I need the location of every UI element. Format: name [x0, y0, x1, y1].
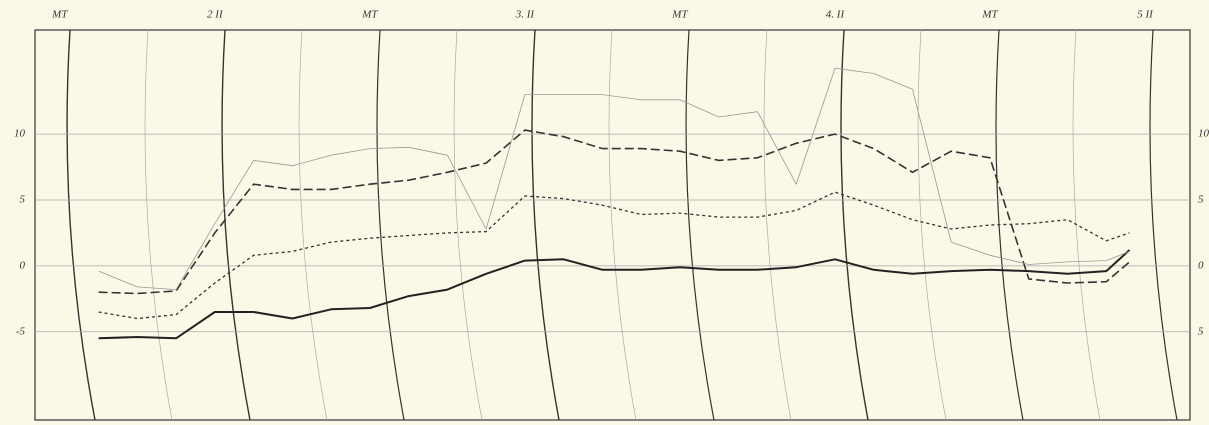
y2-tick-label: 5 [1198, 193, 1204, 205]
x-tick-label: 5 II [1137, 9, 1154, 21]
y-tick-label: 5 [20, 193, 26, 205]
time-arcs [66, 29, 1178, 421]
line-series [98, 129, 1131, 295]
x-tick-label: MT [981, 9, 998, 21]
y2-tick-label: 10 [1198, 128, 1209, 140]
x-tick-label: MT [51, 9, 68, 21]
y2-tick-label: 0 [1198, 259, 1204, 271]
line-series [98, 191, 1130, 320]
y-tick-label: 10 [14, 128, 26, 140]
line-series [98, 67, 1130, 290]
y-tick-label: 0 [20, 259, 26, 271]
y-tick-label: -5 [16, 325, 26, 337]
x-tick-label: MT [361, 9, 378, 21]
x-tick-label: 3. II [515, 9, 536, 21]
line-series [98, 249, 1131, 340]
y2-tick-label: 5 [1198, 325, 1204, 337]
x-tick-label: 4. II [826, 9, 846, 21]
plot-frame [34, 29, 1191, 421]
x-tick-label: MT [671, 9, 688, 21]
x-tick-label: 2 II [207, 9, 224, 21]
